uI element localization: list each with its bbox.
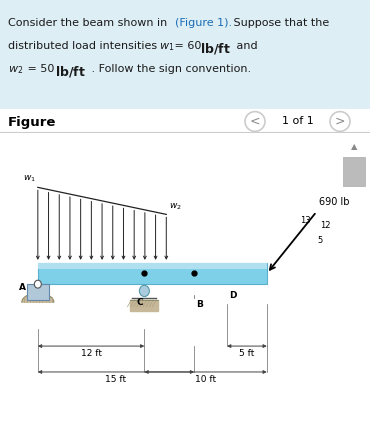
Text: and: and [233,41,258,51]
Text: = 60: = 60 [171,41,208,51]
Text: Consider the beam shown in: Consider the beam shown in [8,18,171,28]
Text: 5: 5 [317,236,323,245]
Text: . Follow the sign convention.: . Follow the sign convention. [88,64,251,75]
Text: 1 of 1: 1 of 1 [282,116,313,126]
Text: >: > [335,115,345,127]
Text: distributed load intensities: distributed load intensities [8,41,161,51]
Text: 12 ft: 12 ft [81,349,102,358]
Text: 10 ft: 10 ft [195,375,216,384]
Text: $\mathbf{lb/ft}$: $\mathbf{lb/ft}$ [200,41,231,56]
Circle shape [34,280,41,288]
Bar [38,263,267,284]
Text: $w_2$: $w_2$ [169,201,182,212]
Text: B: B [196,300,203,309]
Circle shape [139,285,149,296]
Text: 690 lb: 690 lb [319,197,349,207]
Text: ▲: ▲ [351,142,357,151]
Bar [343,157,365,186]
Text: <: < [250,115,260,127]
Text: C: C [137,298,144,307]
Text: $w_1$: $w_1$ [159,41,174,53]
Text: Suppose that the: Suppose that the [230,18,329,28]
Text: (Figure 1).: (Figure 1). [175,18,232,28]
Text: Figure: Figure [8,115,56,129]
Text: $w_2$: $w_2$ [8,64,23,76]
Text: 13: 13 [300,216,311,225]
Text: = 50: = 50 [24,64,61,75]
Text: A: A [19,283,26,292]
Polygon shape [22,293,54,302]
Text: 5 ft: 5 ft [239,349,255,358]
Polygon shape [131,300,158,311]
Text: $w_1$: $w_1$ [23,173,36,184]
FancyBboxPatch shape [27,284,49,300]
Text: D: D [229,291,236,300]
Text: $\mathbf{lb/ft}$: $\mathbf{lb/ft}$ [55,64,86,79]
Bar [38,263,267,269]
Text: 15 ft: 15 ft [105,375,127,384]
Text: 12: 12 [320,221,330,230]
